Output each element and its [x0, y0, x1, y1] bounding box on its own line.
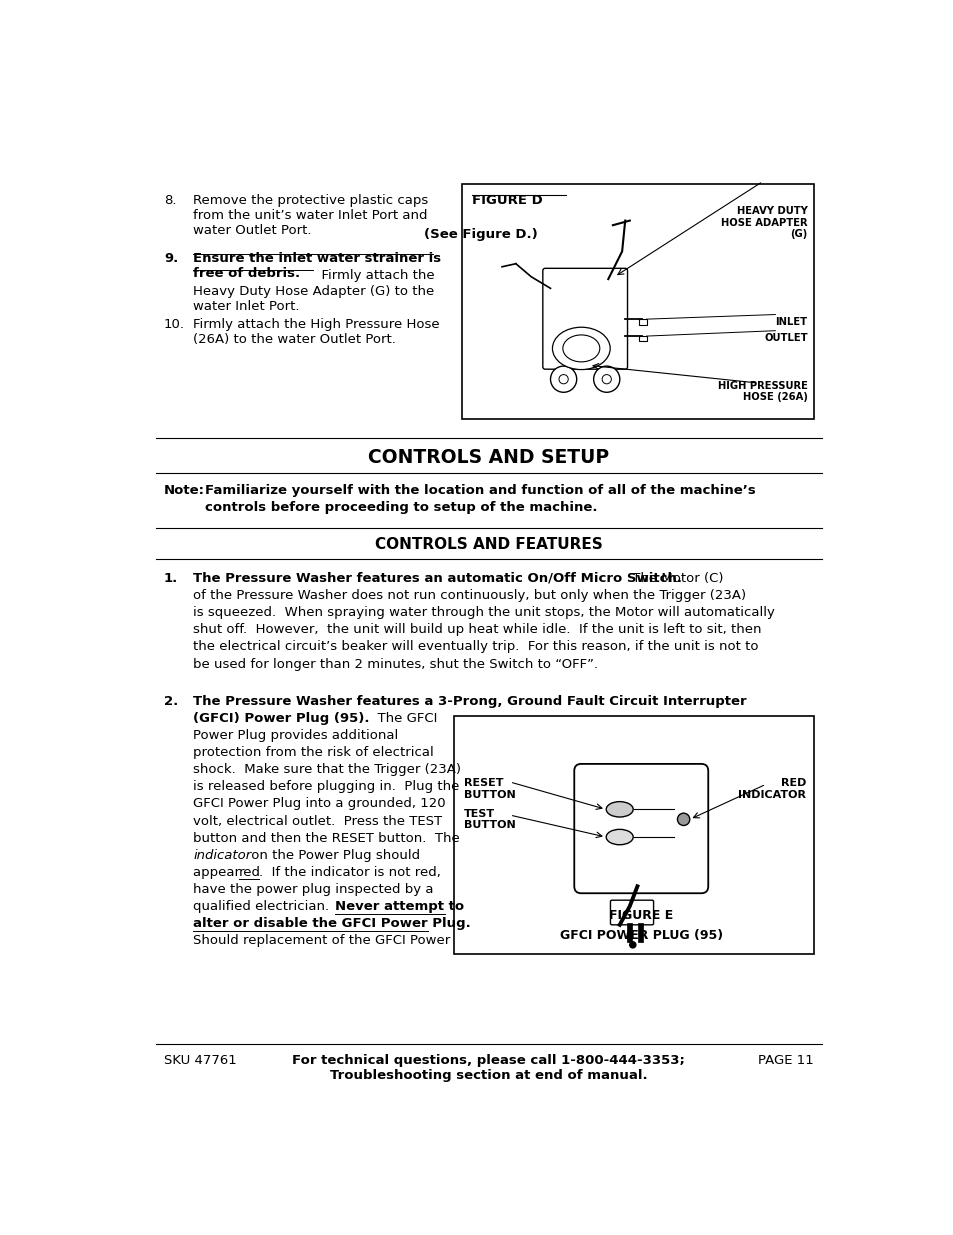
Circle shape [629, 942, 636, 948]
Text: RESET
BUTTON: RESET BUTTON [463, 778, 515, 799]
Text: INLET: INLET [775, 317, 807, 327]
Text: Heavy Duty Hose Adapter (G) to the
water Inlet Port.: Heavy Duty Hose Adapter (G) to the water… [193, 285, 434, 314]
Text: of the Pressure Washer does not run continuously, but only when the Trigger (23A: of the Pressure Washer does not run cont… [193, 589, 774, 671]
Text: Familiarize yourself with the location and function of all of the machine’s: Familiarize yourself with the location a… [205, 484, 755, 496]
Text: GFCI Power Plug into a grounded, 120: GFCI Power Plug into a grounded, 120 [193, 798, 445, 810]
Text: button and then the RESET button.  The: button and then the RESET button. The [193, 831, 459, 845]
Ellipse shape [562, 335, 599, 362]
Text: Note:: Note: [164, 484, 205, 496]
Text: (See Figure D.): (See Figure D.) [424, 228, 537, 241]
FancyBboxPatch shape [542, 268, 627, 369]
FancyBboxPatch shape [610, 900, 653, 925]
Text: (GFCI) Power Plug (95).: (GFCI) Power Plug (95). [193, 713, 370, 725]
Text: controls before proceeding to setup of the machine.: controls before proceeding to setup of t… [205, 501, 597, 514]
Bar [627, 924, 631, 942]
Circle shape [601, 374, 611, 384]
Bar [639, 336, 646, 341]
Text: TEST
BUTTON: TEST BUTTON [463, 809, 515, 830]
Ellipse shape [552, 327, 610, 369]
Text: Should replacement of the GFCI Power: Should replacement of the GFCI Power [193, 934, 450, 947]
Text: indicator: indicator [193, 848, 252, 862]
Text: FIGURE D: FIGURE D [472, 194, 542, 207]
Text: 10.: 10. [164, 317, 185, 331]
Text: GFCI POWER PLUG (95): GFCI POWER PLUG (95) [559, 929, 722, 942]
Text: .  If the indicator is not red,: . If the indicator is not red, [259, 866, 441, 879]
Circle shape [550, 366, 577, 393]
Text: protection from the risk of electrical: protection from the risk of electrical [193, 746, 434, 760]
Text: The Motor (C): The Motor (C) [628, 572, 723, 584]
Text: Firmly attach the High Pressure Hose
(26A) to the water Outlet Port.: Firmly attach the High Pressure Hose (26… [193, 317, 439, 346]
FancyBboxPatch shape [574, 764, 707, 893]
Text: Power Plug provides additional: Power Plug provides additional [193, 729, 398, 742]
Text: 2.: 2. [164, 695, 178, 708]
Text: Remove the protective plastic caps
from the unit’s water Inlet Port and
water Ou: Remove the protective plastic caps from … [193, 194, 428, 237]
Text: HEAVY DUTY
HOSE ADAPTER
(G): HEAVY DUTY HOSE ADAPTER (G) [720, 206, 807, 240]
Text: CONTROLS AND FEATURES: CONTROLS AND FEATURES [375, 537, 602, 552]
Text: 9.: 9. [164, 252, 178, 266]
Ellipse shape [605, 830, 633, 845]
Bar [461, 184, 813, 419]
Text: Never attempt to: Never attempt to [335, 900, 463, 913]
Circle shape [593, 366, 619, 393]
Bar [638, 924, 642, 942]
Text: For technical questions, please call 1-800-444-3353;
Troubleshooting section at : For technical questions, please call 1-8… [293, 1053, 684, 1082]
Text: Ensure the inlet water strainer is
free of debris.: Ensure the inlet water strainer is free … [193, 252, 441, 280]
Text: appear: appear [193, 866, 244, 879]
Text: HIGH PRESSURE
HOSE (26A): HIGH PRESSURE HOSE (26A) [717, 380, 807, 403]
Text: red: red [239, 866, 261, 879]
Text: is released before plugging in.  Plug the: is released before plugging in. Plug the [193, 781, 459, 793]
Text: volt, electrical outlet.  Press the TEST: volt, electrical outlet. Press the TEST [193, 815, 442, 827]
Circle shape [558, 374, 568, 384]
Text: 8.: 8. [164, 194, 176, 207]
Text: have the power plug inspected by a: have the power plug inspected by a [193, 883, 434, 895]
Text: Firmly attach the: Firmly attach the [313, 269, 435, 282]
Text: 1.: 1. [164, 572, 178, 584]
Text: on the Power Plug should: on the Power Plug should [247, 848, 420, 862]
Bar [454, 716, 813, 953]
Text: qualified electrician.: qualified electrician. [193, 900, 337, 913]
Text: shock.  Make sure that the Trigger (23A): shock. Make sure that the Trigger (23A) [193, 763, 460, 777]
Text: CONTROLS AND SETUP: CONTROLS AND SETUP [368, 448, 609, 467]
Text: PAGE 11: PAGE 11 [758, 1053, 813, 1067]
Ellipse shape [605, 802, 633, 818]
Text: OUTLET: OUTLET [763, 333, 807, 343]
Text: RED
INDICATOR: RED INDICATOR [738, 778, 805, 799]
Text: FIGURE E: FIGURE E [609, 909, 673, 923]
Text: SKU 47761: SKU 47761 [164, 1053, 236, 1067]
Text: The GFCI: The GFCI [369, 713, 436, 725]
Bar [639, 319, 646, 325]
Text: alter or disable the GFCI Power Plug.: alter or disable the GFCI Power Plug. [193, 918, 471, 930]
Text: The Pressure Washer features a 3-Prong, Ground Fault Circuit Interrupter: The Pressure Washer features a 3-Prong, … [193, 695, 746, 708]
Text: The Pressure Washer features an automatic On/Off Micro Switch.: The Pressure Washer features an automati… [193, 572, 681, 584]
Circle shape [677, 813, 689, 825]
